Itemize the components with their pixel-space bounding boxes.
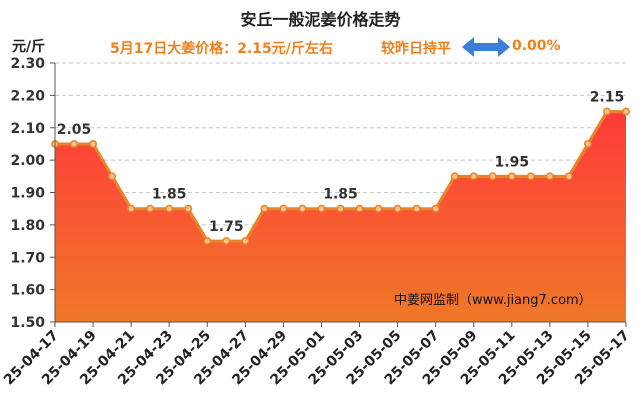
price-summary-text: 5月17日大姜价格：2.15元/斤左右	[110, 41, 333, 57]
data-label: 1.95	[495, 154, 530, 170]
data-label: 2.05	[57, 122, 92, 138]
double-arrow-icon	[462, 37, 510, 57]
data-point	[70, 139, 78, 148]
data-point	[317, 204, 326, 213]
data-point	[203, 237, 212, 246]
data-label: 1.85	[152, 187, 187, 203]
data-point	[374, 204, 383, 213]
data-point	[431, 204, 440, 213]
data-point	[622, 107, 630, 116]
data-label: 2.15	[590, 90, 625, 106]
data-point	[507, 172, 516, 181]
data-point	[127, 204, 136, 213]
data-label: 1.85	[323, 187, 358, 203]
data-point	[412, 204, 421, 213]
y-tick-label: 2.10	[10, 121, 45, 137]
chart-title: 安丘一般泥姜价格走势	[240, 10, 401, 29]
data-points	[51, 107, 630, 246]
y-tick-label: 1.90	[10, 186, 45, 202]
y-tick-label: 2.00	[10, 153, 45, 169]
trend-text: 较昨日持平	[381, 41, 451, 57]
data-point	[583, 139, 592, 148]
y-tick-label: 2.30	[10, 56, 45, 72]
data-point	[298, 204, 307, 213]
change-percent-text: 0.00%	[512, 38, 561, 54]
y-tick-label: 1.70	[10, 250, 45, 266]
data-point	[526, 172, 535, 181]
data-point	[241, 237, 250, 246]
data-point	[146, 204, 155, 213]
price-headline: 5月17日大姜价格：2.15元/斤左右 较昨日持平 0.00%	[0, 37, 641, 58]
data-point	[336, 204, 345, 213]
data-point	[108, 172, 117, 181]
area-fill	[55, 111, 626, 322]
data-point	[89, 139, 98, 148]
data-point	[545, 172, 554, 181]
area-fill-path	[55, 111, 626, 322]
data-label: 1.75	[209, 219, 244, 235]
watermark: 中姜网监制（www.jiang7.com）	[394, 293, 592, 308]
data-point	[488, 172, 497, 181]
y-tick-label: 2.20	[10, 88, 45, 104]
data-point	[393, 204, 402, 213]
data-point	[355, 204, 364, 213]
y-tick-label: 1.60	[10, 283, 45, 299]
data-point	[469, 172, 478, 181]
data-point	[260, 204, 269, 213]
data-point	[279, 204, 288, 213]
data-point	[450, 172, 459, 181]
data-point	[184, 204, 193, 213]
y-tick-label: 1.50	[10, 315, 45, 331]
data-labels: 2.05 1.85 1.75 1.85 1.95 2.15	[57, 90, 624, 236]
y-axis-unit-label: 元/斤	[12, 39, 46, 55]
data-point	[603, 107, 611, 116]
y-tick-label: 1.80	[10, 218, 45, 234]
data-point	[165, 204, 174, 213]
data-point	[222, 237, 231, 246]
data-point	[564, 172, 573, 181]
